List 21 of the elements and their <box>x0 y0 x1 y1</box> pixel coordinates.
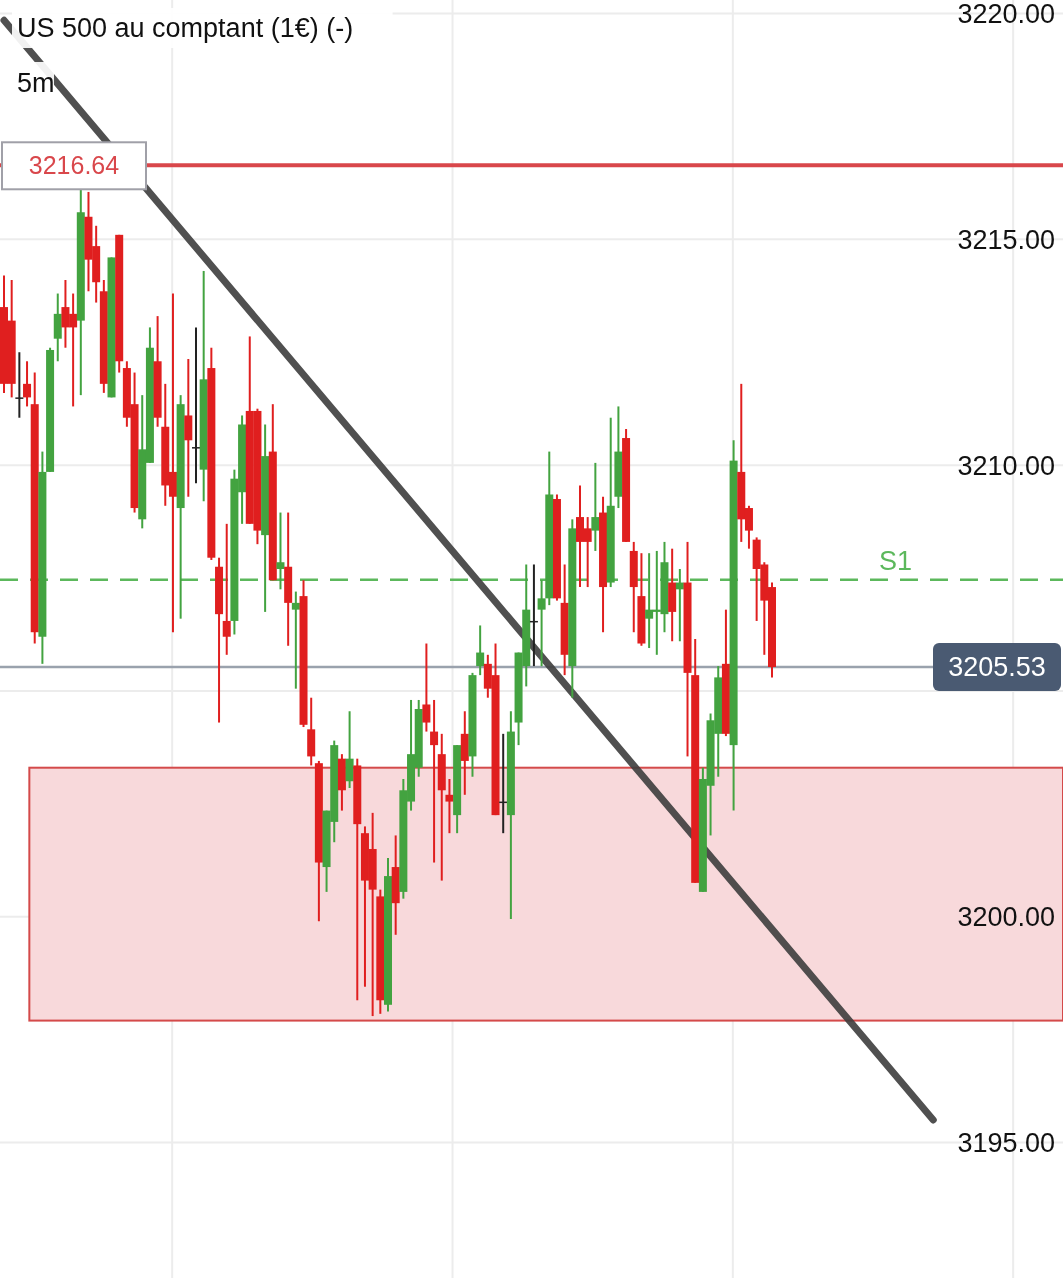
candlestick <box>276 511 285 591</box>
y-tick-label: 3195.00 <box>957 1127 1055 1158</box>
text: US 500 au comptant (1€) (-) <box>17 13 354 43</box>
candlestick <box>445 777 454 835</box>
candlestick <box>291 590 300 690</box>
y-tick-label: 3210.00 <box>957 450 1055 481</box>
candlestick <box>422 642 431 733</box>
ref-line-label: 3205.53 <box>948 652 1046 683</box>
ref-line-label: S1 <box>878 545 912 576</box>
candlestick <box>15 351 24 419</box>
y-tick-label: 3200.00 <box>957 902 1055 933</box>
y-tick-label: 3220.00 <box>957 0 1055 29</box>
ref-line-label: 3216.64 <box>28 151 120 180</box>
y-tick-label: 3215.00 <box>957 224 1055 255</box>
candlestick <box>591 461 600 552</box>
candlestick <box>476 624 485 677</box>
candlestick <box>192 326 200 485</box>
candlestick <box>222 522 231 656</box>
candlestick <box>23 360 32 408</box>
text: 5m <box>17 68 55 98</box>
candlestick <box>430 698 439 864</box>
